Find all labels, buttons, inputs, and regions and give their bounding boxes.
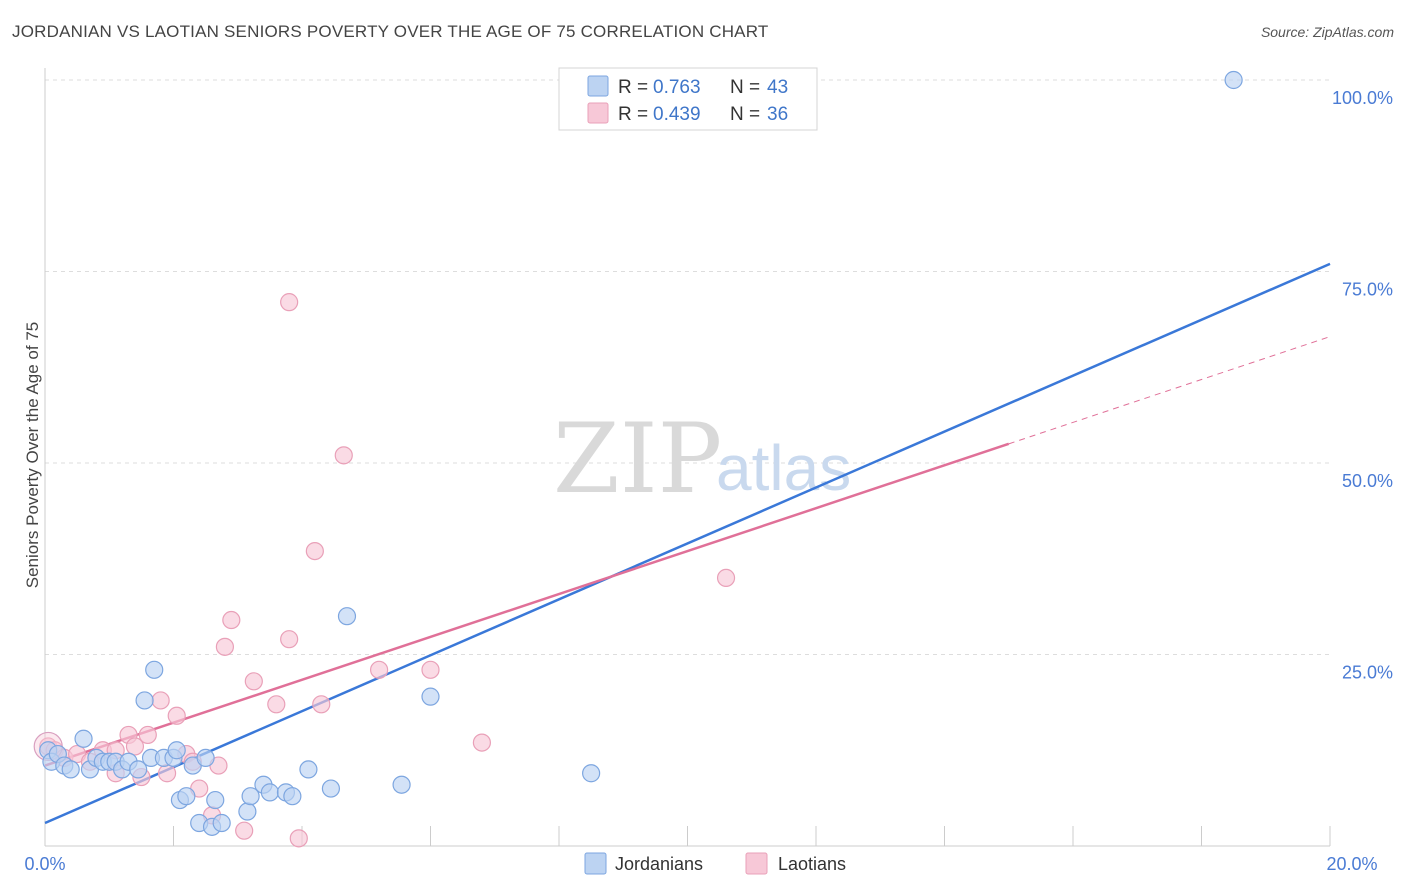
stats-legend-swatch-pink <box>587 102 609 124</box>
jordanians-point-26 <box>206 790 225 810</box>
laotians-point-22 <box>235 821 254 840</box>
laotians-point-20 <box>215 637 234 656</box>
trend-line-laotians-dashed <box>1008 336 1331 445</box>
stats-legend-r-label-2: R = <box>618 104 648 125</box>
x-tick-label-max: 20.0% <box>1326 854 1377 874</box>
legend-label-laotians: Laotians <box>778 854 846 874</box>
trend-line-laotians-solid <box>44 442 1010 767</box>
jordanians-point-4 <box>61 760 80 779</box>
laotians-point-29 <box>312 695 331 714</box>
stats-legend-n-value-2: 36 <box>767 104 788 125</box>
jordanians-point-40 <box>1224 70 1243 90</box>
laotians-point-12 <box>151 691 170 710</box>
watermark-zip: ZIP <box>553 403 722 515</box>
x-tick-label-min: 0.0% <box>24 854 65 874</box>
jordanians-point-28 <box>238 802 257 821</box>
chart-title: JORDANIAN VS LAOTIAN SENIORS POVERTY OVE… <box>12 22 769 41</box>
jordanians-point-24 <box>196 748 215 768</box>
jordanians-point-14 <box>135 691 154 710</box>
laotians-point-14 <box>167 706 186 725</box>
jordanians-point-21 <box>177 787 196 806</box>
y-tick-labels: 25.0% 50.0% 75.0% 100.0% <box>1332 88 1393 683</box>
legend-swatch-jordanians <box>584 852 607 875</box>
laotians-point-33 <box>472 733 491 752</box>
laotians-point-31 <box>370 660 389 679</box>
jordanians-points <box>39 70 1243 836</box>
stats-legend-r-label-1: R = <box>618 77 648 98</box>
laotians-point-24 <box>267 695 286 714</box>
stats-legend-n-label-2: N = <box>730 104 760 125</box>
jordanians-point-36 <box>337 607 357 626</box>
y-tick-label-50: 50.0% <box>1342 471 1393 491</box>
jordanians-point-38 <box>421 687 440 706</box>
series-legend: Jordanians Laotians <box>584 852 846 875</box>
laotians-point-9 <box>125 737 145 756</box>
laotians-point-34 <box>716 568 736 588</box>
stats-legend-r-value-2: 0.439 <box>653 104 701 125</box>
jordanians-point-13 <box>129 760 148 779</box>
watermark-atlas: atlas <box>716 432 851 504</box>
laotians-point-13 <box>157 764 177 783</box>
gridlines <box>45 79 1330 655</box>
trend-line-jordanians-solid <box>44 262 1331 825</box>
jordanians-point-29 <box>241 787 260 806</box>
source-label: Source: ZipAtlas.com <box>1260 24 1394 40</box>
jordanians-point-33 <box>283 787 302 806</box>
stats-legend-n-label-1: N = <box>730 77 760 98</box>
jordanians-point-39 <box>582 764 601 783</box>
y-tick-label-75: 75.0% <box>1342 280 1393 300</box>
jordanians-point-34 <box>299 760 318 779</box>
jordanians-point-31 <box>260 783 279 802</box>
jordanians-point-27 <box>212 813 231 833</box>
jordanians-point-16 <box>145 660 164 679</box>
jordanians-point-19 <box>167 741 186 760</box>
laotians-point-30 <box>334 446 353 465</box>
jordanians-point-35 <box>321 779 341 798</box>
laotians-point-23 <box>244 672 263 691</box>
stats-legend: R = 0.763 N = 43 R = 0.439 N = 36 <box>558 67 818 131</box>
stats-legend-r-value-1: 0.763 <box>653 77 701 98</box>
laotians-point-25 <box>280 630 299 649</box>
jordanians-point-5 <box>74 729 93 748</box>
stats-legend-swatch-blue <box>587 75 609 97</box>
jordanians-point-37 <box>392 775 411 794</box>
trend-lines <box>44 262 1331 825</box>
y-axis-title: Seniors Poverty Over the Age of 75 <box>23 322 42 588</box>
laotians-point-32 <box>421 660 440 679</box>
laotians-point-11 <box>138 725 157 745</box>
x-axis-ticks <box>173 826 1331 846</box>
stats-legend-n-value-1: 43 <box>767 77 788 98</box>
y-tick-label-100: 100.0% <box>1332 88 1393 108</box>
laotians-point-21 <box>222 610 241 630</box>
y-tick-label-25: 25.0% <box>1342 663 1393 683</box>
laotians-point-28 <box>305 541 324 561</box>
legend-swatch-laotians <box>745 852 768 875</box>
laotians-point-27 <box>289 829 308 848</box>
laotians-point-26 <box>280 293 299 312</box>
legend-label-jordanians: Jordanians <box>615 854 703 874</box>
